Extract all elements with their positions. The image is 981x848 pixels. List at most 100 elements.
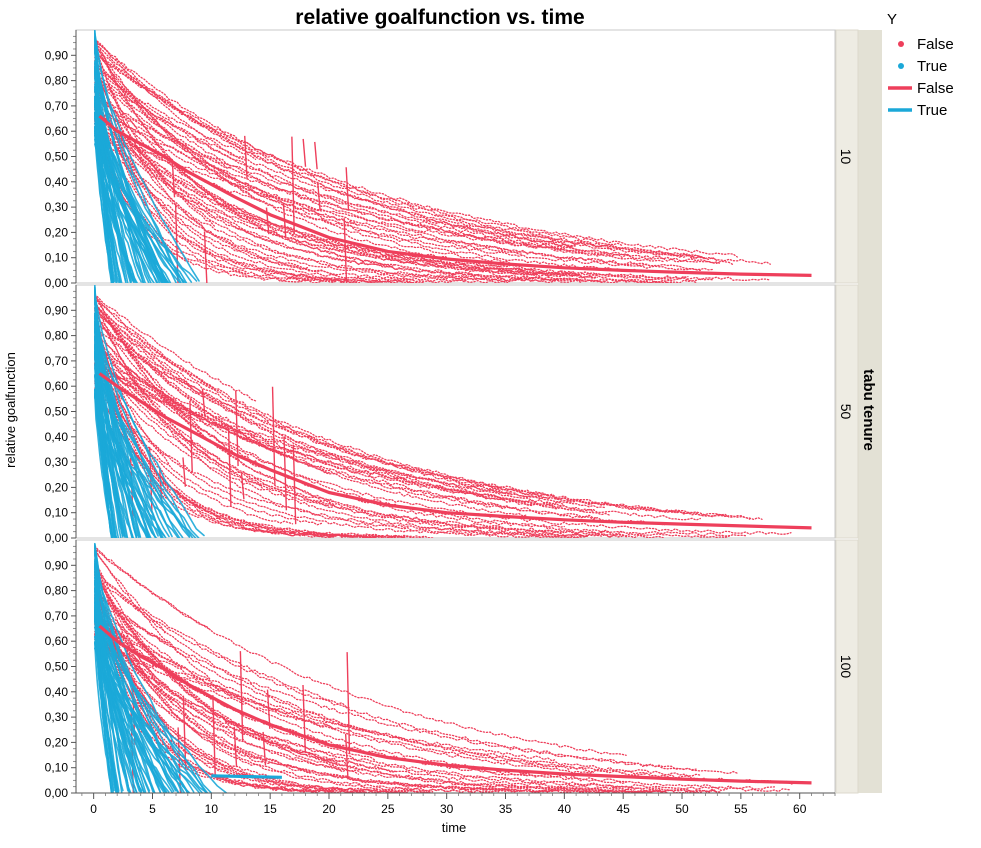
true-run xyxy=(94,616,114,793)
legend-item-0: False xyxy=(898,36,954,53)
true-run xyxy=(94,570,151,792)
false-run xyxy=(94,321,565,506)
x-axis-label: time xyxy=(442,820,467,835)
false-run xyxy=(94,51,738,258)
true-run xyxy=(94,122,198,282)
false-run xyxy=(94,566,368,732)
false-run xyxy=(94,122,508,283)
false-run xyxy=(94,616,648,776)
false-run xyxy=(94,47,718,262)
true-run xyxy=(94,301,181,538)
true-run xyxy=(94,353,120,538)
false-run xyxy=(94,375,323,526)
false-drop xyxy=(189,400,193,473)
false-run xyxy=(94,600,738,775)
false-run xyxy=(94,307,528,517)
y-tick-label: 0,20 xyxy=(45,225,69,239)
false-run xyxy=(94,595,668,793)
false-run xyxy=(94,343,792,535)
true-run xyxy=(94,112,113,283)
false-drop xyxy=(266,689,271,729)
true-run xyxy=(94,95,193,283)
false-drop xyxy=(233,726,238,768)
false-drop xyxy=(227,427,232,507)
false-run xyxy=(94,597,298,784)
y-tick-label: 0,30 xyxy=(45,710,69,724)
series-true-points xyxy=(94,542,228,793)
fit-line-false xyxy=(98,624,812,785)
false-drop xyxy=(240,473,245,500)
true-run xyxy=(94,588,213,793)
false-run xyxy=(94,63,664,263)
true-run xyxy=(94,551,156,793)
false-run xyxy=(94,81,467,283)
false-drop xyxy=(262,731,267,766)
false-drop xyxy=(344,733,349,780)
panel-data xyxy=(94,30,812,283)
false-run xyxy=(94,359,335,509)
true-run xyxy=(94,353,156,538)
false-run xyxy=(94,91,586,254)
true-run xyxy=(94,335,126,538)
false-run xyxy=(94,75,360,228)
x-tick-label: 45 xyxy=(617,802,631,816)
false-run xyxy=(94,631,240,696)
true-run xyxy=(94,606,228,793)
false-drop xyxy=(302,138,307,167)
false-run xyxy=(94,322,730,518)
facet-strip-box xyxy=(835,29,859,284)
false-run xyxy=(94,345,376,538)
false-run xyxy=(94,545,627,756)
false-run xyxy=(94,126,722,265)
legend-point-marker xyxy=(898,41,904,47)
facet-strip-label: 100 xyxy=(838,655,854,679)
panel-10: 0,00 0,10 0,20 0,30 0,40 0,50 0,60 0,70 0,80 0,90 xyxy=(45,29,836,290)
false-drop xyxy=(317,183,321,211)
true-run xyxy=(94,576,142,793)
y-tick-label: 0,10 xyxy=(45,251,69,265)
y-tick-label: 0,30 xyxy=(45,200,69,214)
false-run xyxy=(94,52,623,247)
false-run xyxy=(94,561,347,770)
legend-label: False xyxy=(917,36,954,53)
x-tick-label: 55 xyxy=(734,802,748,816)
y-tick-label: 0,60 xyxy=(45,634,69,648)
false-run xyxy=(94,303,594,513)
false-drop xyxy=(302,684,307,754)
false-run xyxy=(94,620,619,793)
false-run xyxy=(94,125,598,279)
y-tick-label: 0,60 xyxy=(45,379,69,393)
y-tick-label: 0,70 xyxy=(45,609,69,623)
legend-label: False xyxy=(917,80,954,97)
y-tick-label: 0,90 xyxy=(45,48,69,62)
facet-strip-outer xyxy=(858,30,882,793)
y-tick-label: 0,60 xyxy=(45,124,69,138)
facet-strip-100: 100 xyxy=(835,539,859,794)
false-run xyxy=(94,98,771,265)
y-tick-label: 0,80 xyxy=(45,584,69,598)
false-drop xyxy=(239,651,244,742)
y-tick-label: 0,50 xyxy=(45,405,69,419)
false-run xyxy=(94,49,261,201)
false-run xyxy=(94,70,545,277)
false-run xyxy=(94,302,331,474)
false-run xyxy=(94,301,565,529)
false-drop xyxy=(203,231,208,283)
y-tick-label: 0,40 xyxy=(45,685,69,699)
facet-title: tabu tenure xyxy=(860,369,877,451)
y-tick-label: 0,70 xyxy=(45,99,69,113)
false-drop xyxy=(171,158,176,198)
series-true-points xyxy=(94,285,205,538)
false-run xyxy=(94,562,500,793)
false-drop xyxy=(212,695,216,777)
false-run xyxy=(94,633,792,793)
panel-frame xyxy=(75,284,836,539)
false-drop xyxy=(291,136,295,235)
false-run xyxy=(94,590,796,785)
y-tick-label: 0,30 xyxy=(45,455,69,469)
panel-50: 0,00 0,10 0,20 0,30 0,40 0,50 0,60 0,70 0,80 0,90 xyxy=(45,284,836,545)
legend-item-3: True xyxy=(888,102,947,119)
false-run xyxy=(94,638,557,762)
false-run xyxy=(94,351,508,531)
